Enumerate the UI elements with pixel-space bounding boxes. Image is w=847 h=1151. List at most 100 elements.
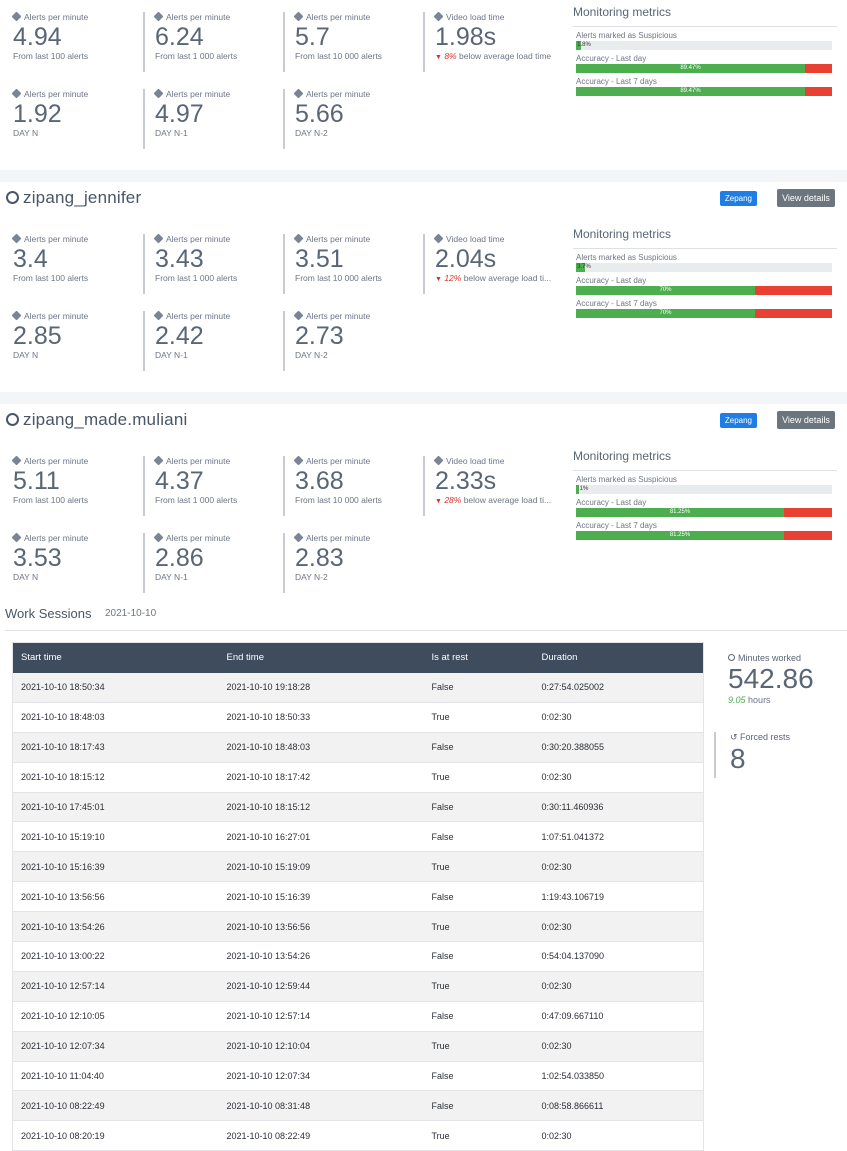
cell-start-time: 2021-10-10 08:20:19	[12, 1120, 219, 1151]
table-row[interactable]: 2021-10-10 13:00:22 2021-10-10 13:54:26 Fa…	[12, 941, 704, 972]
tag-icon	[153, 11, 164, 22]
cell-is-at-rest: True	[423, 971, 534, 1002]
table-row[interactable]: 2021-10-10 15:19:10 2021-10-10 16:27:01 Fa…	[12, 821, 704, 853]
metric-label: Accuracy - Last day	[576, 498, 647, 507]
cell-end-time: 2021-10-10 18:48:03	[218, 732, 424, 763]
stat-label: Video load time	[433, 455, 561, 466]
table-row[interactable]: 2021-10-10 08:20:19 2021-10-10 08:22:49 Tr…	[12, 1120, 704, 1151]
cell-start-time: 2021-10-10 18:48:03	[12, 702, 219, 733]
table-row[interactable]: 2021-10-10 08:22:49 2021-10-10 08:31:48 Fa…	[12, 1090, 704, 1122]
table-row[interactable]: 2021-10-10 12:57:14 2021-10-10 12:59:44 Tr…	[12, 971, 704, 1002]
table-row[interactable]: 2021-10-10 13:56:56 2021-10-10 15:16:39 Fa…	[12, 881, 704, 913]
stat-sub: DAY N-2	[295, 572, 328, 582]
view-details-button[interactable]: View details	[777, 189, 835, 207]
cell-is-at-rest: False	[423, 941, 534, 972]
tag-icon	[11, 233, 22, 244]
stat-alerts-10000: Alerts per minute 3.68 From last 10 000 …	[283, 455, 421, 516]
tag-icon	[293, 233, 304, 244]
tag-icon	[153, 310, 164, 321]
column-header-start[interactable]: Start time	[12, 642, 219, 673]
stat-value: 3.4	[13, 245, 48, 273]
stat-value: 2.83	[295, 544, 344, 572]
table-row[interactable]: 2021-10-10 17:45:01 2021-10-10 18:15:12 Fa…	[12, 792, 704, 823]
stat-label: Video load time	[433, 11, 561, 22]
cell-start-time: 2021-10-10 15:19:10	[12, 821, 219, 853]
tag-icon	[153, 532, 164, 543]
stat-value: 5.66	[295, 100, 344, 128]
rests-label: ↺ Forced rests	[730, 732, 791, 742]
stat-sub: DAY N-1	[155, 128, 188, 138]
zepang-badge[interactable]: Zepang	[719, 413, 757, 428]
cell-duration: 0:54:04.137090	[533, 941, 704, 972]
table-row[interactable]: 2021-10-10 18:15:12 2021-10-10 18:17:42 Tr…	[12, 762, 704, 793]
stat-value: 2.73	[295, 322, 344, 350]
stat-label: Alerts per minute	[11, 455, 150, 466]
cell-end-time: 2021-10-10 12:10:04	[218, 1031, 424, 1062]
clock-icon	[728, 654, 735, 661]
cell-end-time: 2021-10-10 12:07:34	[218, 1061, 424, 1092]
card-header: zipang_jennifer Zepang View details	[6, 188, 835, 212]
column-header-duration[interactable]: Duration	[533, 642, 704, 673]
metric-label: Accuracy - Last day	[576, 54, 647, 63]
cell-end-time: 2021-10-10 18:17:42	[218, 762, 424, 793]
cell-end-time: 2021-10-10 16:27:01	[218, 821, 424, 853]
stat-label: Alerts per minute	[11, 233, 150, 244]
table-row[interactable]: 2021-10-10 18:50:34 2021-10-10 19:18:28 Fa…	[12, 672, 704, 703]
stat-day-n-2: Alerts per minute 5.66 DAY N-2	[283, 88, 421, 149]
stat-sub: From last 1 000 alerts	[155, 495, 238, 505]
monitoring-title: Monitoring metrics	[573, 227, 837, 249]
cell-duration: 1:07:51.041372	[533, 821, 704, 853]
table-row[interactable]: 2021-10-10 12:10:05 2021-10-10 12:57:14 Fa…	[12, 1001, 704, 1032]
tag-icon	[11, 310, 22, 321]
cell-is-at-rest: False	[423, 1001, 534, 1032]
cell-is-at-rest: False	[423, 1090, 534, 1122]
stat-video-load: Video load time 1.98s ▼ 8% below average…	[423, 11, 561, 72]
stat-label: Alerts per minute	[153, 88, 281, 99]
table-row[interactable]: 2021-10-10 18:48:03 2021-10-10 18:50:33 Tr…	[12, 702, 704, 733]
stat-value: 5.7	[295, 23, 330, 51]
table-row[interactable]: 2021-10-10 13:54:26 2021-10-10 13:56:56 Tr…	[12, 911, 704, 943]
stat-day-n-2: Alerts per minute 2.73 DAY N-2	[283, 310, 421, 371]
stat-sub: From last 100 alerts	[13, 495, 89, 505]
cell-duration: 0:08:58.866611	[533, 1090, 704, 1122]
column-header-end[interactable]: End time	[218, 642, 424, 673]
table-row[interactable]: 2021-10-10 15:16:39 2021-10-10 15:19:09 Tr…	[12, 851, 704, 883]
metric-label: Accuracy - Last day	[576, 276, 647, 285]
cell-duration: 0:02:30	[533, 911, 704, 943]
cell-is-at-rest: True	[423, 1120, 534, 1151]
arrow-down-icon: ▼	[435, 498, 442, 505]
tag-icon	[293, 455, 304, 466]
cell-start-time: 2021-10-10 12:07:34	[12, 1031, 219, 1062]
metric-label: Alerts marked as Suspicious	[576, 475, 677, 484]
work-sessions-date: 2021-10-10	[105, 608, 157, 619]
suspicious-bar: 3.7%	[576, 263, 832, 272]
stat-sub: From last 1 000 alerts	[155, 51, 238, 61]
tag-icon	[293, 88, 304, 99]
cell-is-at-rest: False	[423, 732, 534, 763]
table-row[interactable]: 2021-10-10 11:04:40 2021-10-10 12:07:34 Fa…	[12, 1061, 704, 1092]
table-body: 2021-10-10 18:50:34 2021-10-10 19:18:28 Fa…	[12, 672, 704, 1151]
view-details-button[interactable]: View details	[777, 411, 835, 429]
tag-icon	[293, 310, 304, 321]
cell-start-time: 2021-10-10 11:04:40	[12, 1061, 219, 1092]
table-row[interactable]: 2021-10-10 18:17:43 2021-10-10 18:48:03 Fa…	[12, 732, 704, 763]
cell-start-time: 2021-10-10 13:56:56	[12, 881, 219, 913]
stat-alerts-100: Alerts per minute 3.4 From last 100 aler…	[11, 233, 150, 294]
cell-is-at-rest: True	[423, 702, 534, 733]
zepang-badge[interactable]: Zepang	[719, 191, 757, 206]
metric-label: Accuracy - Last 7 days	[576, 77, 657, 86]
cell-start-time: 2021-10-10 17:45:01	[12, 792, 219, 823]
cell-is-at-rest: False	[423, 881, 534, 913]
stat-value: 4.37	[155, 467, 204, 495]
column-header-rest[interactable]: Is at rest	[423, 642, 534, 673]
stat-sub: From last 1 000 alerts	[155, 273, 238, 283]
stat-alerts-100: Alerts per minute 5.11 From last 100 ale…	[11, 455, 150, 516]
operator-card-1: zipang_jennifer Zepang View details Aler…	[0, 182, 847, 392]
stat-sub: DAY N-1	[155, 572, 188, 582]
stat-alerts-100: Alerts per minute 4.94 From last 100 ale…	[11, 11, 150, 72]
stat-label: Alerts per minute	[11, 310, 150, 321]
cell-end-time: 2021-10-10 12:57:14	[218, 1001, 424, 1032]
table-row[interactable]: 2021-10-10 12:07:34 2021-10-10 12:10:04 Tr…	[12, 1031, 704, 1062]
accuracy-day-bar: 89.47%	[576, 64, 832, 73]
stat-label: Alerts per minute	[11, 88, 150, 99]
